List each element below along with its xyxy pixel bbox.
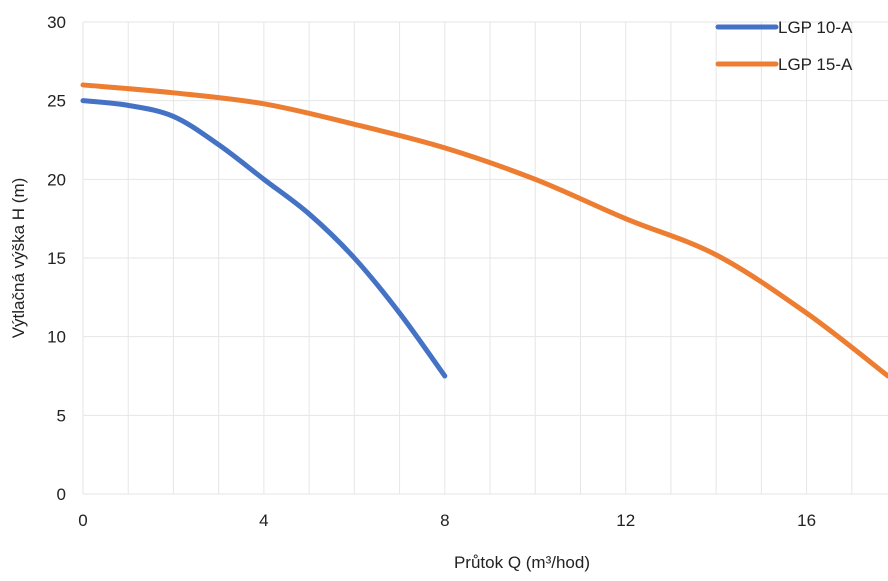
y-tick-label: 0: [57, 485, 66, 504]
y-tick-label: 15: [47, 249, 66, 268]
y-tick-label: 30: [47, 13, 66, 32]
series-line-lgp-10-a: [80, 98, 448, 379]
grid-lines: [82, 21, 888, 495]
y-axis-ticks: 0 5 10 15 20 25 30: [47, 13, 66, 504]
legend-label-lgp-15-a: LGP 15-A: [778, 55, 853, 74]
y-tick-label: 20: [47, 170, 66, 189]
y-tick-label: 5: [57, 406, 66, 425]
y-tick-label: 10: [47, 328, 66, 347]
x-tick-label: 16: [797, 511, 816, 530]
x-axis-title: Průtok Q (m³/hod): [454, 553, 590, 572]
x-tick-label: 12: [616, 511, 635, 530]
legend: LGP 10-A LGP 15-A: [715, 18, 853, 74]
series-layer: [80, 82, 888, 379]
x-tick-label: 8: [440, 511, 449, 530]
x-tick-label: 4: [259, 511, 268, 530]
y-axis-title: Výtlačná výška H (m): [9, 178, 28, 339]
x-tick-label: 0: [78, 511, 87, 530]
legend-label-lgp-10-a: LGP 10-A: [778, 18, 853, 37]
series-line-lgp-15-a: [80, 82, 888, 379]
y-tick-label: 25: [47, 92, 66, 111]
x-axis-ticks: 0 4 8 12 16: [78, 511, 816, 530]
